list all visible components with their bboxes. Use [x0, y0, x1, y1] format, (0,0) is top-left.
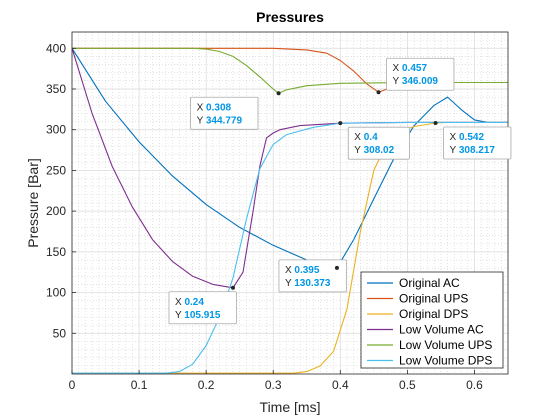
datatip-y-text: Y 308.217 [450, 145, 496, 156]
datatip: X 0.395 Y 130.373 [278, 259, 347, 293]
datatip-marker [276, 91, 281, 96]
legend-label: Original AC [399, 276, 460, 290]
datatip-marker [230, 285, 235, 290]
legend-label: Low Volume UPS [399, 338, 492, 352]
x-tick-label: 0.3 [265, 378, 282, 392]
legend-label: Low Volume DPS [399, 354, 492, 368]
y-tick-label: 50 [53, 326, 67, 340]
x-axis-label: Time [ms] [260, 399, 321, 415]
y-tick-label: 300 [46, 123, 66, 137]
datatip-box [278, 259, 347, 293]
legend-label: Original DPS [399, 307, 468, 321]
datatip-x-text: X 0.542 [450, 132, 485, 143]
datatip-box [386, 57, 455, 91]
chart-title: Pressures [256, 9, 324, 25]
plot-area: 0 0.1 0.2 0.3 0.4 0.5 0.6 50 100 150 200 250 300 350 4… [46, 31, 512, 392]
x-tick-label: 0.5 [399, 378, 416, 392]
series-line-low-volume-ups [72, 47, 508, 94]
series-line-low-volume-dps [72, 121, 508, 374]
datatip-box [347, 126, 410, 160]
y-tick-label: 200 [46, 204, 66, 218]
x-tick-label: 0.2 [198, 378, 215, 392]
datatip-y-text: Y 308.02 [354, 145, 394, 156]
datatip-y-text: Y 344.779 [197, 115, 243, 126]
x-tick-label: 0.1 [131, 378, 148, 392]
y-tick-label: 400 [46, 41, 66, 55]
series-line-original-ac [71, 48, 508, 269]
datatip-x-text: X 0.4 [354, 132, 378, 143]
y-tick-label: 250 [46, 163, 66, 177]
datatip-y-text: Y 346.009 [393, 76, 439, 87]
datatip: X 0.24 Y 105.915 [168, 285, 237, 325]
datatip-marker [334, 265, 339, 270]
datatip-marker [338, 121, 343, 126]
datatips: X 0.308 Y 344.779 X 0.457 Y 346.009 X 0.4 Y 3… [168, 57, 512, 325]
y-axis-label: Pressure [Bar] [25, 158, 41, 247]
x-tick-label: 0.6 [466, 378, 483, 392]
x-tick-label: 0.4 [332, 378, 349, 392]
y-tick-label: 100 [46, 286, 66, 300]
datatip-x-text: X 0.308 [197, 102, 232, 113]
datatip-x-text: X 0.457 [393, 63, 428, 74]
datatip-box [190, 96, 259, 130]
legend-label: Original UPS [399, 292, 468, 306]
datatip-y-text: Y 105.915 [175, 310, 221, 321]
datatip-box [168, 291, 237, 325]
y-tick-label: 350 [46, 82, 66, 96]
y-tick-label: 150 [46, 245, 66, 259]
datatip: X 0.308 Y 344.779 [190, 91, 281, 130]
datatip-marker [433, 121, 438, 126]
datatip-x-text: X 0.24 [175, 297, 204, 308]
datatip: X 0.542 Y 308.217 [433, 121, 512, 160]
series-line-low-volume-ac [71, 48, 508, 289]
datatip-marker [376, 90, 381, 95]
plot-frame [71, 31, 509, 375]
x-tick-label: 0 [69, 378, 76, 392]
datatip: X 0.457 Y 346.009 [376, 57, 455, 95]
datatip-x-text: X 0.395 [285, 265, 320, 276]
ticks: 0 0.1 0.2 0.3 0.4 0.5 0.6 50 100 150 200 250 300 350 4… [46, 41, 483, 392]
datatip: X 0.4 Y 308.02 [338, 121, 410, 160]
datatip-y-text: Y 130.373 [285, 278, 331, 289]
datatip-box [443, 126, 512, 160]
legend-box [360, 271, 504, 369]
legend-label: Low Volume AC [399, 323, 484, 337]
